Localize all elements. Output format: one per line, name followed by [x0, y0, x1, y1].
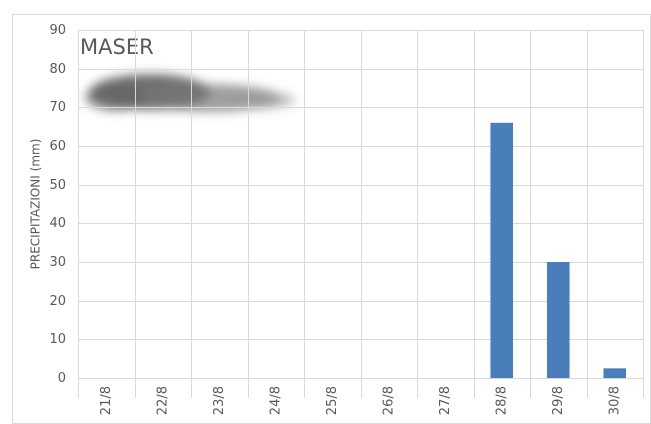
- chart-title: MASER: [80, 35, 154, 59]
- y-tick-label: 0: [58, 371, 66, 386]
- x-tick-label: 23/8: [212, 386, 227, 415]
- x-tick-label: 21/8: [99, 386, 114, 415]
- y-tick-label: 60: [49, 139, 66, 154]
- y-tick-label: 10: [49, 332, 66, 347]
- x-tick-label: 28/8: [494, 386, 509, 415]
- bar: [603, 368, 627, 378]
- y-tick-label: 70: [49, 100, 66, 115]
- bar: [490, 122, 514, 378]
- x-tick-label: 26/8: [381, 386, 396, 415]
- y-tick-label: 80: [49, 62, 66, 77]
- y-tick-label: 50: [49, 178, 66, 193]
- x-tick-label: 24/8: [268, 386, 283, 415]
- y-axis-label: PRECIPITAZIONI (mm): [29, 139, 43, 270]
- x-tick-label: 30/8: [607, 386, 622, 415]
- cloud-image: [85, 74, 295, 112]
- x-tick-label: 29/8: [551, 386, 566, 415]
- y-tick-label: 20: [49, 294, 66, 309]
- bar: [546, 262, 570, 378]
- y-tick-label: 30: [49, 255, 66, 270]
- y-tick-label: 40: [49, 216, 66, 231]
- x-tick-label: 22/8: [155, 386, 170, 415]
- x-tick-label: 25/8: [325, 386, 340, 415]
- x-tick-label: 27/8: [438, 386, 453, 415]
- y-tick-label: 90: [49, 23, 66, 38]
